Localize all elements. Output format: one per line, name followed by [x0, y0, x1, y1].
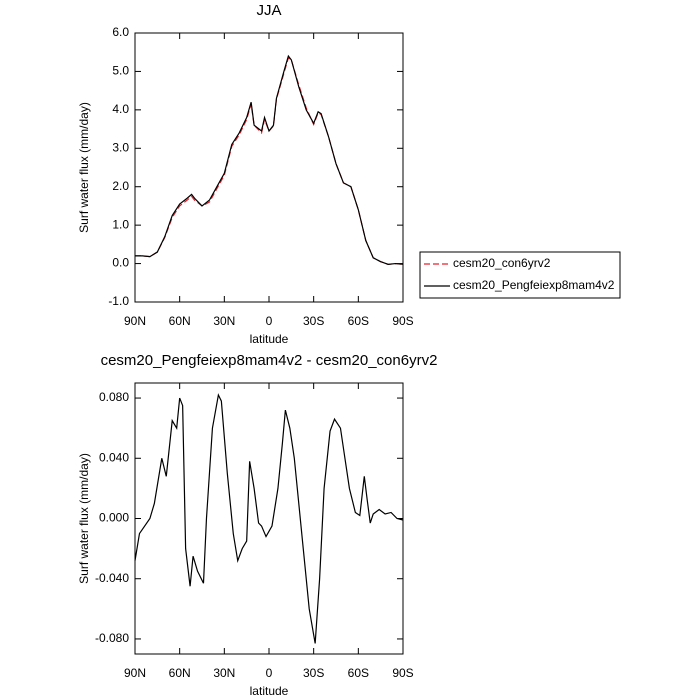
x-tick-label: 0 [266, 666, 273, 680]
y-tick-label: 0.000 [99, 511, 129, 525]
x-tick-label: 90S [392, 666, 413, 680]
x-tick-label: 60N [169, 666, 191, 680]
plot-frame [134, 32, 404, 303]
y-tick-label: 3.0 [112, 140, 129, 154]
y-axis-label: Surf water flux (mm/day) [77, 102, 91, 233]
x-tick-label: 90S [392, 314, 413, 328]
y-tick-label: -0.040 [95, 571, 129, 585]
y-tick-label: 0.0 [112, 256, 129, 270]
plot-frame [134, 382, 404, 655]
data-line [135, 54, 404, 265]
y-tick-label: 2.0 [112, 179, 129, 193]
data-line [134, 393, 404, 644]
y-tick-label: -0.080 [95, 631, 129, 645]
x-tick-label: 0 [266, 314, 273, 328]
x-tick-label: 30N [213, 666, 235, 680]
y-tick-label: 0.040 [99, 450, 129, 464]
y-axis-label: Surf water flux (mm/day) [77, 453, 91, 584]
legend-label: cesm20_Pengfeiexp8mam4v2 [453, 278, 615, 292]
x-tick-label: 60N [169, 314, 191, 328]
chart-title: JJA [256, 2, 281, 19]
x-axis-label: latitude [250, 684, 289, 698]
x-axis-label: latitude [250, 332, 289, 346]
y-tick-label: 1.0 [112, 217, 129, 231]
x-tick-label: 30S [303, 314, 324, 328]
legend-label: cesm20_con6yrv2 [453, 256, 551, 270]
x-tick-label: 30S [303, 666, 324, 680]
data-line [135, 57, 404, 265]
legend-box [419, 251, 621, 299]
y-tick-label: 6.0 [112, 25, 129, 39]
x-tick-label: 90N [124, 314, 146, 328]
y-tick-label: 5.0 [112, 64, 129, 78]
x-tick-label: 60S [348, 666, 369, 680]
x-tick-label: 90N [124, 666, 146, 680]
y-tick-label: 0.080 [99, 390, 129, 404]
y-tick-label: 4.0 [112, 102, 129, 116]
y-tick-label: -1.0 [108, 294, 129, 308]
x-tick-label: 60S [348, 314, 369, 328]
chart-title: cesm20_Pengfeiexp8mam4v2 - cesm20_con6yr… [101, 352, 438, 369]
x-tick-label: 30N [213, 314, 235, 328]
